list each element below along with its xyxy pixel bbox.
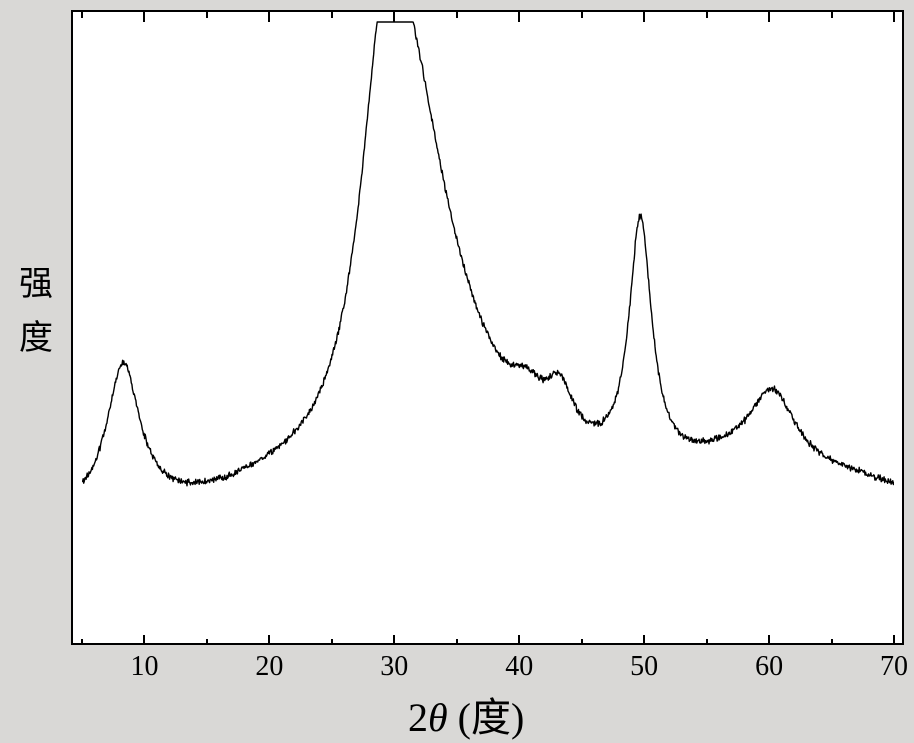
x-tick <box>206 639 208 645</box>
x-tick-top <box>768 12 770 22</box>
xlabel-unit: (度) <box>458 695 525 740</box>
x-tick-label: 70 <box>880 651 908 683</box>
x-tick-label: 50 <box>630 651 658 683</box>
x-axis-label: 2θ (度) <box>408 685 524 743</box>
x-tick-top <box>518 12 520 22</box>
x-tick-top <box>706 12 708 18</box>
x-tick-top <box>893 12 895 22</box>
x-tick <box>456 639 458 645</box>
plot-area <box>82 20 894 635</box>
xrd-path <box>82 22 894 486</box>
xlabel-prefix: 2 <box>408 695 428 740</box>
x-tick <box>706 639 708 645</box>
x-tick-top <box>143 12 145 22</box>
x-tick <box>81 639 83 645</box>
x-tick <box>831 639 833 645</box>
x-tick <box>581 639 583 645</box>
x-tick-top <box>831 12 833 18</box>
x-tick <box>143 635 145 645</box>
x-tick-top <box>268 12 270 22</box>
x-tick-label: 30 <box>380 651 408 683</box>
x-tick-top <box>206 12 208 18</box>
x-tick-top <box>643 12 645 22</box>
x-tick-top <box>331 12 333 18</box>
ylabel-char-1: 度 <box>19 312 53 366</box>
ylabel-char-0: 强 <box>19 258 53 312</box>
x-tick <box>643 635 645 645</box>
x-tick-label: 40 <box>505 651 533 683</box>
y-axis-label: 强 度 <box>19 258 53 367</box>
x-tick <box>768 635 770 645</box>
x-tick <box>518 635 520 645</box>
x-tick <box>331 639 333 645</box>
x-tick-label: 10 <box>130 651 158 683</box>
xrd-line-series <box>82 20 894 635</box>
xlabel-theta: θ <box>428 695 448 740</box>
x-tick-label: 20 <box>255 651 283 683</box>
x-tick-top <box>456 12 458 18</box>
x-tick-label: 60 <box>755 651 783 683</box>
x-tick-top <box>581 12 583 18</box>
x-tick-top <box>81 12 83 18</box>
x-tick-top <box>393 12 395 22</box>
x-tick <box>393 635 395 645</box>
x-tick <box>268 635 270 645</box>
x-tick <box>893 635 895 645</box>
